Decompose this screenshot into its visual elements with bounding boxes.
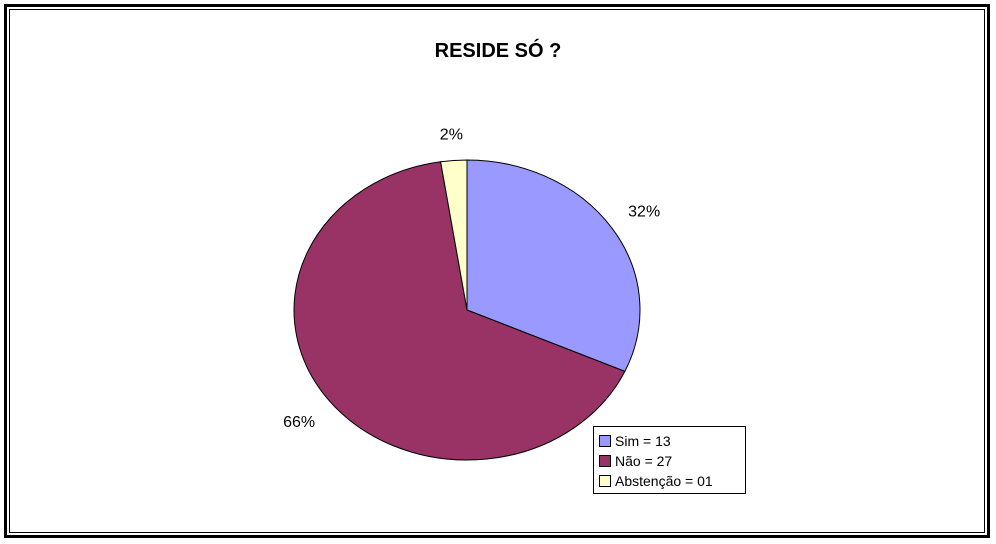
legend-label-nao: Não = 27 <box>615 453 673 469</box>
pie-slice-abstencao <box>440 159 468 311</box>
pie-slices <box>293 159 641 461</box>
legend-swatch-abstencao <box>599 475 611 487</box>
chart-frame-inner <box>9 9 985 533</box>
legend-swatch-sim <box>599 435 611 447</box>
legend-item-nao: Não = 27 <box>599 451 745 471</box>
pie-label-nao: 66% <box>283 414 315 431</box>
pie-label-abstencao: 2% <box>440 127 463 144</box>
pie-label-sim: 32% <box>628 204 660 221</box>
legend-item-sim: Sim = 13 <box>599 431 745 451</box>
legend-label-sim: Sim = 13 <box>615 433 671 449</box>
chart-title: RESIDE SÓ ? <box>434 40 562 62</box>
legend: Sim = 13 Não = 27 Abstenção = 01 <box>593 426 746 494</box>
legend-label-abstencao: Abstenção = 01 <box>615 473 713 489</box>
pie-percent-labels: 32% 66% 2% <box>283 127 660 431</box>
pie-slice-nao <box>293 161 626 461</box>
legend-item-abstencao: Abstenção = 01 <box>599 471 745 491</box>
legend-swatch-nao <box>599 455 611 467</box>
pie-slice-sim <box>466 159 641 372</box>
